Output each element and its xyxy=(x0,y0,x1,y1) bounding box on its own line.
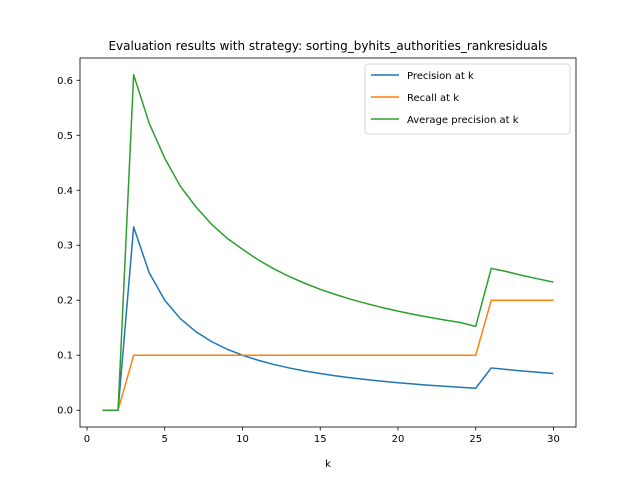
y-tick-label: 0.2 xyxy=(57,296,73,307)
x-tick-label: 0 xyxy=(84,434,90,445)
x-tick-label: 15 xyxy=(314,434,327,445)
x-tick-label: 25 xyxy=(469,434,482,445)
y-tick-label: 0.6 xyxy=(57,76,73,87)
x-axis-label: k xyxy=(325,459,331,470)
x-tick-label: 5 xyxy=(162,434,168,445)
x-tick-label: 20 xyxy=(392,434,405,445)
legend-box xyxy=(364,63,571,135)
legend-label: Recall at k xyxy=(407,93,459,104)
chart-title: Evaluation results with strategy: sortin… xyxy=(108,39,547,53)
series-line-0 xyxy=(102,226,554,411)
y-tick-label: 0.4 xyxy=(57,186,73,197)
y-tick-label: 0.1 xyxy=(57,351,73,362)
axes-frame xyxy=(79,57,577,428)
y-tick-label: 0.3 xyxy=(57,241,73,252)
legend: Precision at k Recall at k Average precisi… xyxy=(364,63,571,135)
y-tick-label: 0.5 xyxy=(57,131,73,142)
x-tick-label: 10 xyxy=(236,434,249,445)
legend-label: Precision at k xyxy=(407,71,474,82)
axes: 0 5 10 15 20 25 30 0.0 0.1 0.2 0.3 0.4 0.5 0.6 xyxy=(57,57,577,445)
series-line-1 xyxy=(102,299,554,411)
x-tick-label: 30 xyxy=(547,434,560,445)
y-tick-label: 0.0 xyxy=(57,406,73,417)
legend-label: Average precision at k xyxy=(407,115,519,126)
plot-area xyxy=(102,74,554,411)
series-line-2 xyxy=(102,74,554,411)
